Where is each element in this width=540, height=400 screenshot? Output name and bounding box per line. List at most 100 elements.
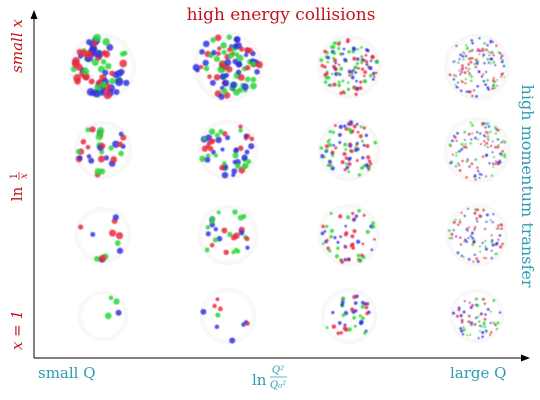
parton-dot	[450, 237, 454, 240]
parton-dot	[360, 304, 365, 309]
parton-dot	[373, 238, 376, 241]
parton-dot	[474, 65, 478, 69]
parton-dot	[234, 247, 239, 252]
parton-dot	[357, 173, 362, 177]
x-label-fraction-den: Q₀²	[270, 380, 286, 391]
parton-dot	[118, 150, 124, 157]
parton-dot	[250, 82, 257, 90]
parton-dot	[337, 321, 342, 325]
parton-dot	[486, 86, 490, 89]
parton-dot	[485, 70, 488, 74]
parton-dot	[343, 168, 347, 172]
parton-dot	[115, 309, 122, 316]
parton-dot	[332, 51, 337, 56]
x-axis-arrowhead	[521, 354, 530, 362]
parton-dot	[334, 124, 337, 127]
parton-dot	[484, 239, 487, 243]
parton-dot	[486, 308, 490, 311]
parton-dot	[218, 129, 224, 135]
proton-cell	[318, 204, 380, 266]
parton-dot	[497, 138, 500, 140]
parton-dot	[112, 140, 120, 148]
parton-dot	[364, 60, 369, 64]
parton-dot	[337, 63, 341, 67]
parton-dot	[213, 153, 219, 158]
parton-dot	[248, 143, 255, 150]
parton-dot	[328, 138, 331, 142]
parton-dot	[324, 144, 329, 149]
parton-dot	[238, 124, 243, 129]
parton-dot	[497, 224, 500, 228]
parton-dot	[449, 161, 452, 165]
parton-dot	[214, 34, 222, 42]
parton-dot	[326, 163, 330, 167]
parton-dot	[374, 71, 378, 75]
diagram-title: high energy collisions	[187, 5, 376, 25]
parton-dot	[456, 251, 460, 255]
parton-dot	[340, 260, 344, 264]
parton-dot	[343, 142, 348, 147]
parton-dot	[340, 160, 345, 165]
parton-dot	[478, 173, 482, 176]
parton-dot	[109, 229, 117, 237]
parton-dot	[350, 242, 355, 247]
parton-dot	[469, 235, 473, 238]
parton-dot	[95, 133, 103, 141]
parton-dot	[455, 235, 458, 238]
parton-dot	[471, 243, 475, 247]
parton-dot	[448, 73, 452, 77]
parton-dot	[361, 166, 365, 169]
proton-cell	[70, 33, 136, 100]
parton-dot	[343, 124, 347, 128]
parton-dot	[482, 323, 486, 327]
parton-dot	[500, 227, 503, 230]
parton-dot	[329, 83, 333, 87]
parton-dot	[77, 155, 83, 161]
parton-dot	[323, 230, 327, 233]
parton-dot	[192, 64, 200, 71]
parton-dot	[211, 49, 217, 56]
parton-dot	[463, 71, 467, 74]
parton-dot	[478, 245, 481, 248]
parton-dot	[219, 73, 226, 80]
parton-dot	[461, 80, 464, 84]
parton-dot	[331, 324, 337, 329]
parton-dot	[364, 133, 369, 138]
proton-cell	[198, 120, 258, 180]
parton-dot	[330, 45, 334, 49]
proton-disc	[444, 117, 510, 183]
parton-dot	[484, 313, 487, 316]
parton-dot	[474, 158, 478, 161]
parton-dot	[238, 74, 245, 81]
parton-dot	[231, 172, 236, 178]
parton-dot	[246, 159, 252, 165]
parton-dot	[489, 144, 493, 148]
parton-dot	[202, 40, 210, 48]
parton-dot	[371, 78, 375, 81]
parton-dot	[482, 53, 486, 57]
parton-dot	[100, 59, 107, 65]
parton-dot	[221, 171, 229, 179]
parton-dot	[491, 174, 494, 177]
parton-dot	[345, 215, 351, 220]
x-label-ln: ln	[252, 371, 267, 389]
parton-dot	[340, 303, 344, 307]
parton-dot	[480, 325, 483, 328]
parton-dot	[85, 144, 91, 150]
parton-dot	[221, 161, 227, 166]
parton-dot	[353, 217, 357, 221]
parton-dot	[229, 337, 236, 344]
parton-dot	[361, 156, 365, 160]
parton-dot	[94, 168, 102, 176]
parton-dot	[489, 130, 492, 134]
parton-dot	[490, 51, 492, 54]
parton-dot	[245, 245, 250, 250]
parton-dot	[331, 154, 335, 158]
parton-dot	[474, 136, 477, 140]
parton-dot	[473, 228, 476, 231]
parton-dot	[329, 234, 333, 239]
parton-dot	[338, 214, 343, 219]
parton-dot	[339, 66, 344, 71]
parton-dot	[347, 170, 351, 174]
parton-dot	[480, 312, 483, 315]
